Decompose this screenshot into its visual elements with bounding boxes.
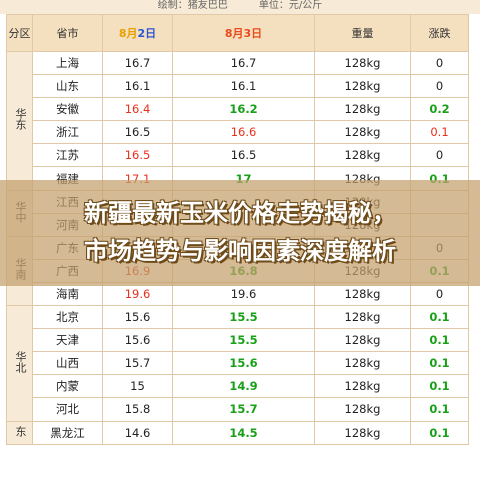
compiler-note: 绘制：猪友巴巴 bbox=[157, 0, 228, 11]
price-date-2-cell: 16.6 bbox=[172, 120, 315, 145]
region-cell: 华北 bbox=[6, 305, 33, 422]
price-date-1-cell: 16.4 bbox=[102, 97, 173, 122]
price-date-1-cell: 14.6 bbox=[102, 420, 173, 445]
header-date-1-month: 8月 bbox=[118, 27, 138, 40]
province-cell: 上海 bbox=[32, 50, 103, 76]
price-date-1-cell: 15.6 bbox=[102, 305, 173, 330]
price-date-1-cell: 16.5 bbox=[102, 120, 173, 145]
price-date-2-cell: 15.5 bbox=[172, 328, 315, 353]
change-cell: 0.1 bbox=[410, 397, 469, 422]
province-cell: 江苏 bbox=[32, 143, 103, 168]
table-row: 天津 15.6 15.5 128kg 0.1 bbox=[7, 328, 469, 353]
change-cell: 0 bbox=[410, 74, 469, 99]
change-cell: 0.1 bbox=[410, 374, 469, 399]
weight-cell: 128kg bbox=[314, 374, 411, 399]
price-date-2-cell: 16.5 bbox=[172, 143, 315, 168]
weight-cell: 128kg bbox=[314, 74, 411, 99]
header-region: 分区 bbox=[6, 14, 33, 52]
table-row: 内蒙 15 14.9 128kg 0.1 bbox=[7, 374, 469, 399]
price-date-2-cell: 15.6 bbox=[172, 351, 315, 376]
weight-cell: 128kg bbox=[314, 120, 411, 145]
province-cell: 河北 bbox=[32, 397, 103, 422]
price-date-2-cell: 15.5 bbox=[172, 305, 315, 330]
weight-cell: 128kg bbox=[314, 420, 411, 445]
price-date-2-cell: 14.5 bbox=[172, 420, 315, 445]
change-cell: 0.1 bbox=[410, 328, 469, 353]
price-date-2-cell: 14.9 bbox=[172, 374, 315, 399]
header-change: 涨跌 bbox=[410, 14, 469, 52]
province-cell: 内蒙 bbox=[32, 374, 103, 399]
province-cell: 安徽 bbox=[32, 97, 103, 122]
change-cell: 0.2 bbox=[410, 97, 469, 122]
header-weight: 重量 bbox=[314, 14, 411, 52]
weight-cell: 128kg bbox=[314, 50, 411, 76]
headline-line-2: 市场趋势与影响因素深度解析 bbox=[84, 237, 396, 265]
province-cell: 天津 bbox=[32, 328, 103, 353]
weight-cell: 128kg bbox=[314, 351, 411, 376]
unit-note: 单位：元/公斤 bbox=[258, 0, 323, 11]
price-date-1-cell: 16.5 bbox=[102, 143, 173, 168]
change-cell: 0.1 bbox=[410, 305, 469, 330]
weight-cell: 128kg bbox=[314, 397, 411, 422]
province-cell: 北京 bbox=[32, 305, 103, 330]
table-row: 浙江 16.5 16.6 128kg 0.1 bbox=[7, 120, 469, 145]
header-province: 省市 bbox=[32, 14, 103, 52]
table-row: 河北 15.8 15.7 128kg 0.1 bbox=[7, 397, 469, 422]
change-cell: 0 bbox=[410, 50, 469, 76]
table-row: 华东 上海 16.7 16.7 128kg 0 bbox=[6, 50, 469, 191]
table-header-row: 分区 省市 8月2日 8月3日 重量 涨跌 bbox=[6, 14, 469, 52]
province-cell: 山西 bbox=[32, 351, 103, 376]
table-row: 山西 15.7 15.6 128kg 0.1 bbox=[7, 351, 469, 376]
table-row: 江苏 16.5 16.5 128kg 0 bbox=[7, 143, 469, 168]
price-date-2-cell: 15.7 bbox=[172, 397, 315, 422]
province-cell: 黑龙江 bbox=[32, 420, 103, 445]
weight-cell: 128kg bbox=[314, 97, 411, 122]
header-date-1-day: 2日 bbox=[137, 27, 157, 40]
table-row: 山东 16.1 16.1 128kg 0 bbox=[7, 74, 469, 99]
table-row: 华北 北京 15.6 15.5 128kg 0.1 bbox=[6, 305, 469, 422]
header-date-2: 8月3日 bbox=[172, 14, 315, 52]
weight-cell: 128kg bbox=[314, 305, 411, 330]
headline-line-1: 新疆最新玉米价格走势揭秘， bbox=[84, 199, 396, 227]
province-cell: 浙江 bbox=[32, 120, 103, 145]
price-date-1-cell: 15 bbox=[102, 374, 173, 399]
price-date-1-cell: 16.1 bbox=[102, 74, 173, 99]
region-label: 东 bbox=[14, 425, 27, 437]
price-date-1-cell: 15.7 bbox=[102, 351, 173, 376]
region-cell: 东 bbox=[6, 420, 33, 445]
change-cell: 0.1 bbox=[410, 420, 469, 445]
region-label: 华北 bbox=[14, 350, 27, 373]
table-top-note: 绘制：猪友巴巴 单位：元/公斤 bbox=[0, 0, 480, 14]
price-date-2-cell: 16.1 bbox=[172, 74, 315, 99]
table-row: 东黑龙江 14.6 14.5 128kg 0.1 bbox=[6, 420, 469, 445]
price-date-1-cell: 15.6 bbox=[102, 328, 173, 353]
price-date-2-cell: 16.2 bbox=[172, 97, 315, 122]
change-cell: 0.1 bbox=[410, 351, 469, 376]
header-date-1: 8月2日 bbox=[102, 14, 173, 52]
region-label: 华东 bbox=[14, 108, 27, 131]
price-date-1-cell: 16.7 bbox=[102, 50, 173, 76]
region-cell: 华东 bbox=[6, 51, 33, 191]
change-cell: 0 bbox=[410, 143, 469, 168]
price-date-1-cell: 15.8 bbox=[102, 397, 173, 422]
table-row: 安徽 16.4 16.2 128kg 0.2 bbox=[7, 97, 469, 122]
weight-cell: 128kg bbox=[314, 328, 411, 353]
price-date-2-cell: 16.7 bbox=[172, 50, 315, 76]
weight-cell: 128kg bbox=[314, 143, 411, 168]
headline-banner: 新疆最新玉米价格走势揭秘， 市场趋势与影响因素深度解析 bbox=[0, 180, 480, 286]
province-cell: 山东 bbox=[32, 74, 103, 99]
change-cell: 0.1 bbox=[410, 120, 469, 145]
